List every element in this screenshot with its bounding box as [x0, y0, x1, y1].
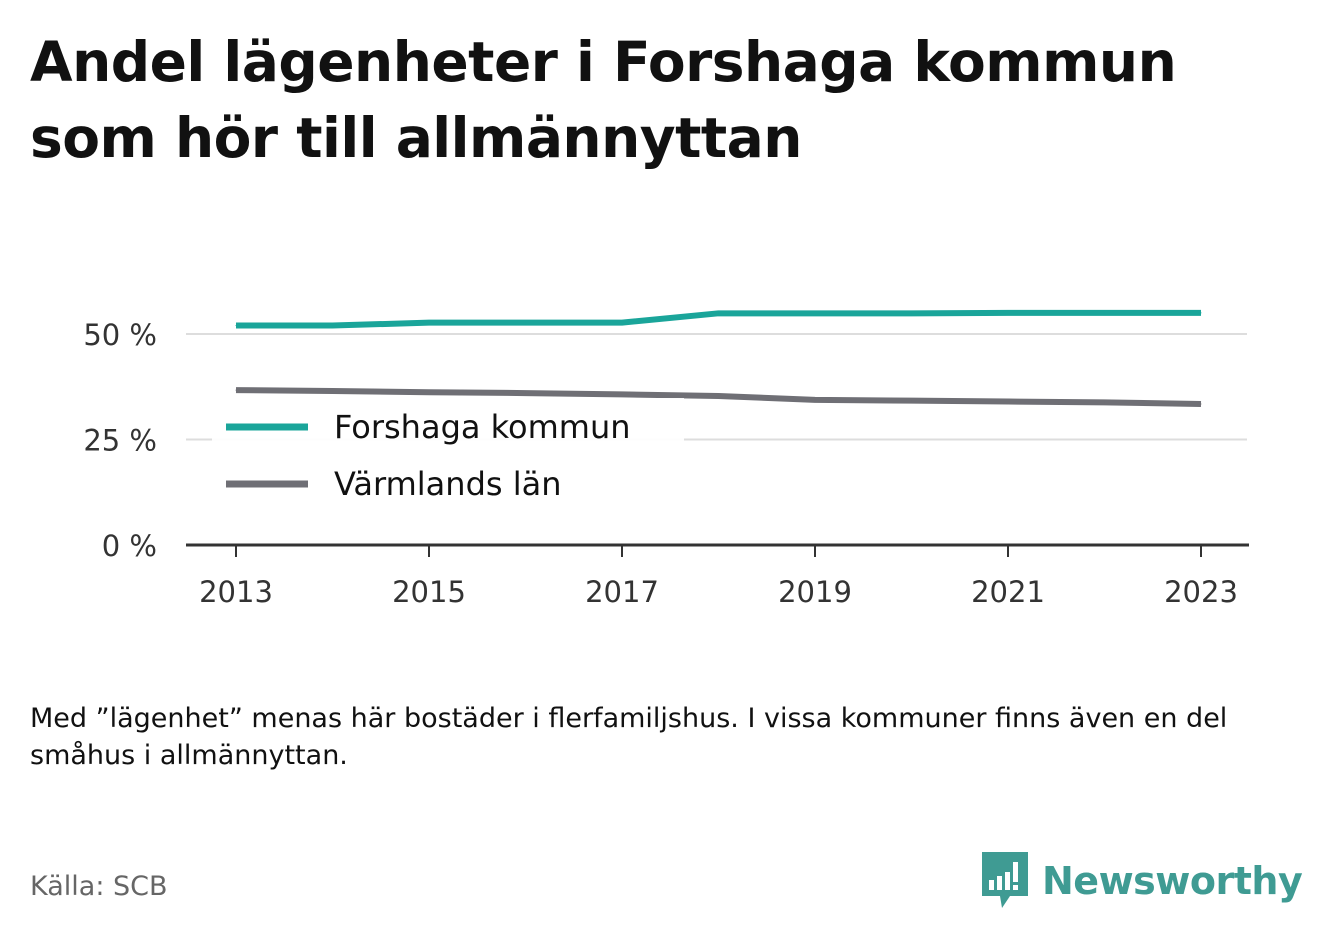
- legend-background: [212, 398, 684, 508]
- newsworthy-logo-icon: [982, 852, 1028, 908]
- legend-label: Forshaga kommun: [334, 408, 631, 446]
- data-point: [332, 390, 333, 392]
- data-point: [332, 325, 333, 327]
- data-point: [1104, 312, 1105, 314]
- data-point: [814, 399, 816, 401]
- data-point: [428, 322, 430, 324]
- legend: Forshaga kommun Värmlands län: [212, 398, 684, 508]
- data-point: [814, 312, 816, 314]
- data-point: [1200, 403, 1202, 405]
- x-tick-label: 2023: [1164, 575, 1238, 609]
- x-tick-label: 2019: [778, 575, 852, 609]
- data-point: [911, 400, 912, 402]
- data-point: [525, 392, 526, 394]
- y-tick-label: 50 %: [83, 318, 157, 352]
- data-point: [1007, 312, 1009, 314]
- x-axis: 2013 2015 2017 2019 2021 2023: [186, 543, 1249, 609]
- data-point: [621, 393, 623, 395]
- series-lines: [235, 309, 1202, 408]
- x-tick-label: 2021: [971, 575, 1045, 609]
- data-point: [718, 395, 719, 397]
- brand-logo: Newsworthy: [980, 850, 1303, 912]
- data-point: [1007, 401, 1009, 403]
- data-point: [235, 325, 237, 327]
- series-line: [236, 309, 1201, 329]
- data-point: [525, 322, 526, 324]
- x-tick-label: 2015: [392, 575, 466, 609]
- y-axis-ticks: 0 % 25 % 50 %: [83, 318, 157, 563]
- y-tick-label: 0 %: [102, 529, 157, 563]
- y-tick-label: 25 %: [83, 424, 157, 458]
- legend-label: Värmlands län: [334, 465, 562, 503]
- source-label: Källa: SCB: [30, 871, 168, 902]
- data-point: [718, 312, 719, 314]
- data-point: [235, 389, 237, 391]
- chart-note: Med ”lägenhet” menas här bostäder i fler…: [30, 703, 1228, 771]
- data-point: [911, 312, 912, 314]
- x-tick-label: 2013: [199, 575, 273, 609]
- data-point: [1104, 401, 1105, 403]
- data-point: [621, 322, 623, 324]
- brand-name: Newsworthy: [1042, 859, 1303, 903]
- x-tick-label: 2017: [585, 575, 659, 609]
- data-point: [1200, 312, 1202, 314]
- chart-title: Andel lägenheter i Forshaga kommun som h…: [30, 30, 1177, 170]
- data-point: [428, 391, 430, 393]
